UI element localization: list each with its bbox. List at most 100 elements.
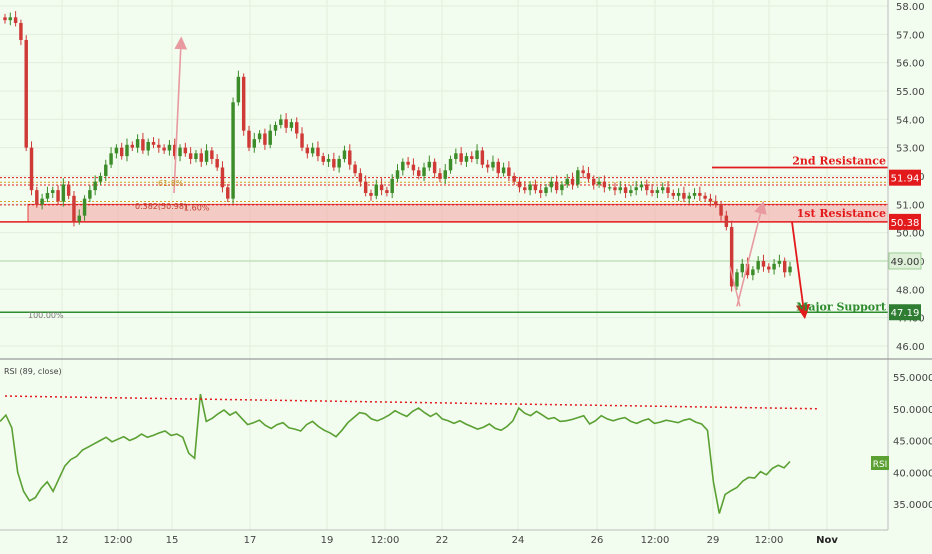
price-tick-label: 48.00 xyxy=(896,285,925,296)
candle xyxy=(56,185,60,205)
candle xyxy=(61,178,66,207)
candle xyxy=(777,254,782,268)
candle xyxy=(35,186,39,208)
candle-body xyxy=(61,184,66,202)
candle-body xyxy=(459,153,463,162)
candle xyxy=(369,189,373,201)
candle xyxy=(459,147,463,166)
candle xyxy=(645,179,649,196)
candle-body xyxy=(337,158,341,168)
candle xyxy=(597,176,601,188)
candle-body xyxy=(93,181,97,191)
candle-body xyxy=(300,133,304,148)
candle xyxy=(385,186,389,197)
candle xyxy=(438,168,442,183)
candle xyxy=(724,210,729,231)
candle xyxy=(448,155,453,174)
candle-body xyxy=(443,170,447,179)
candle xyxy=(337,155,341,173)
candle xyxy=(538,183,543,199)
candle-body xyxy=(411,164,416,171)
candle xyxy=(332,152,336,171)
candle xyxy=(422,162,426,182)
price-tick-label: 56.00 xyxy=(896,59,925,70)
candle xyxy=(533,179,538,194)
candle-body xyxy=(279,119,283,125)
candle xyxy=(316,141,320,162)
candle xyxy=(178,144,182,162)
candle xyxy=(639,181,644,191)
candle xyxy=(215,154,219,171)
candle xyxy=(485,159,490,173)
candle-body xyxy=(215,158,219,168)
candle xyxy=(470,151,474,163)
candle xyxy=(576,166,580,188)
candle-body xyxy=(782,260,787,273)
candle xyxy=(666,181,670,199)
candle xyxy=(8,12,13,26)
candle-body xyxy=(385,190,389,193)
candlestick-series xyxy=(3,11,792,292)
candle xyxy=(146,138,150,156)
rsi-tick-label: 40.0000 xyxy=(893,468,932,479)
candle xyxy=(167,140,172,156)
candle-body xyxy=(581,170,585,174)
candle-body xyxy=(141,139,145,151)
candle xyxy=(162,144,166,154)
price-tick-label: 58.00 xyxy=(896,2,925,13)
candle xyxy=(289,118,294,132)
candle-body xyxy=(416,170,421,176)
candle xyxy=(188,147,193,165)
candle xyxy=(570,172,575,190)
price-badge-text: 51.94 xyxy=(891,174,920,185)
candle-body xyxy=(188,153,193,159)
projection-arrow xyxy=(173,36,188,194)
candle xyxy=(252,132,257,153)
candle-body xyxy=(586,173,591,179)
candle xyxy=(432,158,437,179)
candle-body xyxy=(294,122,299,134)
candle-body xyxy=(740,263,744,273)
candle-body xyxy=(422,167,426,176)
candle xyxy=(284,113,288,133)
candle-body xyxy=(401,161,405,171)
candle xyxy=(51,186,55,199)
candle-body xyxy=(226,187,230,199)
candle-body xyxy=(374,184,379,196)
candle xyxy=(708,193,713,207)
badge-major-support: 47.19 xyxy=(889,304,921,321)
badge-1st-resistance: 50.38 xyxy=(889,213,921,230)
candle-body xyxy=(448,158,453,171)
candle-body xyxy=(104,164,108,176)
candle xyxy=(157,138,161,153)
level-label: 2nd Resistance xyxy=(792,154,886,167)
candle-body xyxy=(35,190,39,205)
rsi-badge-bg xyxy=(871,456,889,470)
candle xyxy=(3,13,7,24)
candle xyxy=(114,144,119,159)
candle xyxy=(151,137,156,149)
candle xyxy=(379,178,384,196)
rsi-tick-label: 55.0000 xyxy=(893,373,932,384)
candle xyxy=(273,121,278,136)
candle xyxy=(475,144,479,165)
fib-label: 1.60% xyxy=(184,204,210,213)
projection-arrow xyxy=(736,200,767,307)
candle-body xyxy=(671,192,676,196)
candle-body xyxy=(51,190,55,193)
rsi-indicator-title: RSI (89, close) xyxy=(4,367,62,376)
candle-body xyxy=(761,260,766,267)
price-badge-bg xyxy=(889,304,921,321)
candle xyxy=(348,144,352,170)
candle xyxy=(257,130,262,143)
candle xyxy=(411,158,416,176)
time-tick-label: 12:00 xyxy=(104,535,133,546)
candle xyxy=(374,179,379,200)
candle-body xyxy=(151,141,156,145)
candle-body xyxy=(517,181,522,188)
candle-body xyxy=(470,156,474,159)
candle xyxy=(236,70,241,106)
candle-body xyxy=(268,130,272,145)
